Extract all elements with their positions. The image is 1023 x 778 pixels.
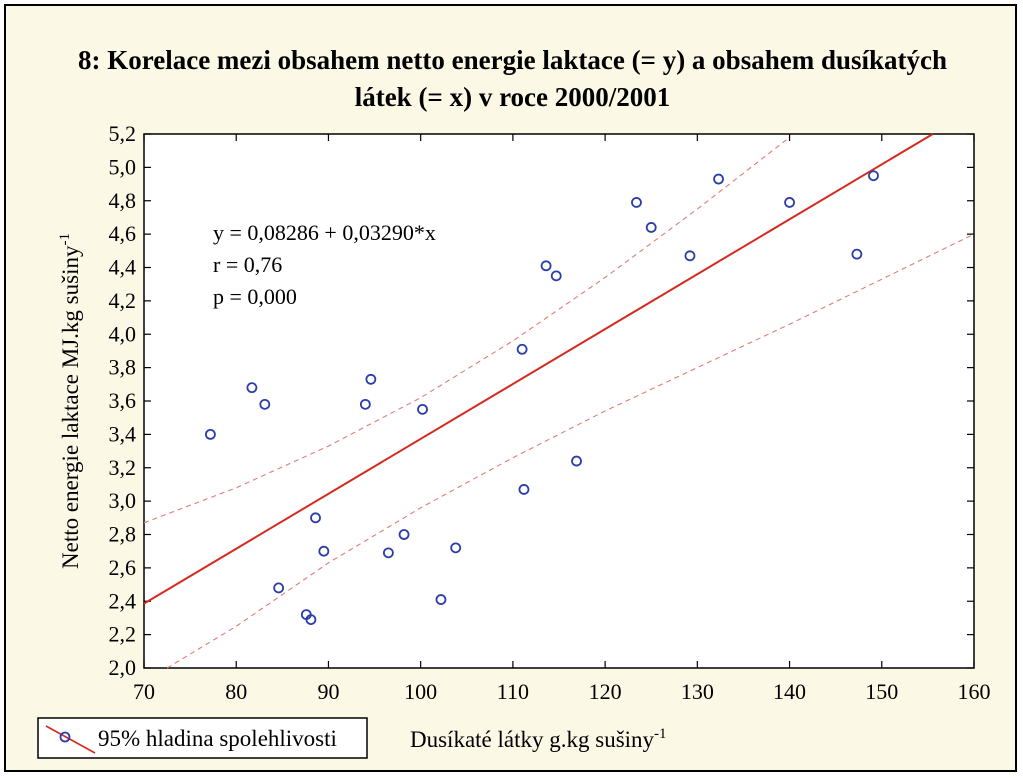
data-point bbox=[450, 542, 462, 554]
y-tick-label: 5,0 bbox=[109, 154, 137, 179]
data-point bbox=[398, 529, 410, 540]
legend-line-swatch bbox=[45, 725, 96, 754]
y-tick-label: 4,4 bbox=[109, 255, 137, 280]
y-tick-label: 4,2 bbox=[109, 288, 137, 313]
data-point bbox=[571, 455, 582, 467]
y-axis-label-sup: -1 bbox=[57, 233, 73, 246]
data-point bbox=[382, 547, 394, 559]
x-tick-label: 70 bbox=[133, 679, 155, 704]
data-points bbox=[204, 170, 879, 626]
y-tick-label: 2,2 bbox=[109, 622, 137, 647]
y-tick-label: 4,0 bbox=[109, 321, 137, 346]
x-axis-label-sup: -1 bbox=[654, 726, 667, 742]
confidence-band bbox=[143, 136, 975, 669]
data-point bbox=[631, 197, 642, 208]
y-tick-label: 2,4 bbox=[109, 588, 137, 613]
data-point bbox=[310, 512, 321, 524]
x-tick-label: 110 bbox=[497, 679, 529, 704]
x-tick-label: 150 bbox=[865, 679, 898, 704]
data-point bbox=[435, 594, 447, 605]
data-point bbox=[868, 170, 879, 182]
x-tick-label: 120 bbox=[589, 679, 622, 704]
chart-title-line-2: látek (= x) v roce 2000/2001 bbox=[354, 82, 671, 112]
scatter-chart: 70 80 90 100 110 120 130 140 150 160 2,0 2,2 2,4 2,6 2… bbox=[37, 121, 991, 759]
data-point bbox=[645, 222, 657, 233]
x-tick-label: 130 bbox=[681, 679, 714, 704]
y-axis-label-text: Netto energie laktace MJ.kg sušiny bbox=[58, 245, 83, 569]
equation-annotations: y = 0,08286 + 0,03290*x r = 0,76 p = 0,0… bbox=[213, 220, 436, 309]
y-tick-label: 3,6 bbox=[109, 388, 137, 413]
x-axis-label-text: Dusíkaté látky g.kg sušiny bbox=[410, 727, 655, 752]
data-point bbox=[417, 403, 428, 415]
equation-text: y = 0,08286 + 0,03290*x bbox=[213, 220, 436, 245]
x-tick-label: 80 bbox=[225, 679, 247, 704]
y-tick-label: 3,0 bbox=[109, 488, 137, 513]
y-axis-label: Netto energie laktace MJ.kg sušiny-1 bbox=[57, 233, 83, 569]
legend-label: 95% hladina spolehlivosti bbox=[98, 726, 337, 751]
data-point bbox=[851, 248, 863, 260]
data-point bbox=[684, 250, 696, 262]
data-point bbox=[550, 270, 562, 282]
plot-area bbox=[143, 133, 975, 669]
p-value-text: p = 0,000 bbox=[213, 284, 297, 309]
data-point bbox=[204, 428, 216, 440]
x-axis-label: Dusíkaté látky g.kg sušiny-1 bbox=[410, 726, 667, 752]
y-tick-label: 2,6 bbox=[109, 555, 137, 580]
y-tick-label: 5,2 bbox=[109, 121, 137, 146]
regression-line bbox=[143, 133, 934, 605]
y-tick-label: 2,8 bbox=[109, 522, 137, 547]
data-point bbox=[259, 398, 271, 410]
data-point bbox=[540, 260, 552, 272]
y-tick-label: 3,4 bbox=[109, 421, 137, 446]
chart-title-line-1: 8: Korelace mezi obsahem netto energie l… bbox=[77, 45, 947, 75]
data-point bbox=[518, 484, 530, 495]
y-tick-label: 4,8 bbox=[109, 188, 137, 213]
data-point bbox=[713, 173, 724, 185]
y-tick-label: 2,0 bbox=[109, 655, 137, 680]
data-point bbox=[318, 545, 330, 557]
legend-marker-swatch bbox=[59, 731, 71, 743]
data-point bbox=[273, 582, 285, 594]
y-tick-label: 3,2 bbox=[109, 455, 137, 480]
data-point bbox=[246, 382, 258, 394]
r-value-text: r = 0,76 bbox=[213, 252, 282, 277]
data-point bbox=[359, 398, 371, 410]
data-point bbox=[516, 343, 528, 355]
legend: 95% hladina spolehlivosti bbox=[37, 717, 368, 759]
y-tick-label: 4,6 bbox=[109, 221, 137, 246]
chart-title: 8: Korelace mezi obsahem netto energie l… bbox=[6, 42, 1019, 116]
data-point bbox=[305, 614, 317, 626]
axis-ticks: 70 80 90 100 110 120 130 140 150 160 2,0 2,2 2,4 2,6 2… bbox=[109, 121, 991, 704]
y-tick-label: 3,8 bbox=[109, 355, 137, 380]
regression-fit bbox=[143, 133, 934, 605]
data-point bbox=[784, 197, 795, 208]
x-tick-label: 100 bbox=[404, 679, 437, 704]
confidence-lower bbox=[166, 233, 975, 669]
chart-frame: 8: Korelace mezi obsahem netto energie l… bbox=[4, 4, 1017, 772]
x-tick-label: 90 bbox=[317, 679, 339, 704]
x-tick-label: 140 bbox=[773, 679, 806, 704]
x-tick-label: 160 bbox=[958, 679, 991, 704]
data-point bbox=[365, 373, 377, 385]
